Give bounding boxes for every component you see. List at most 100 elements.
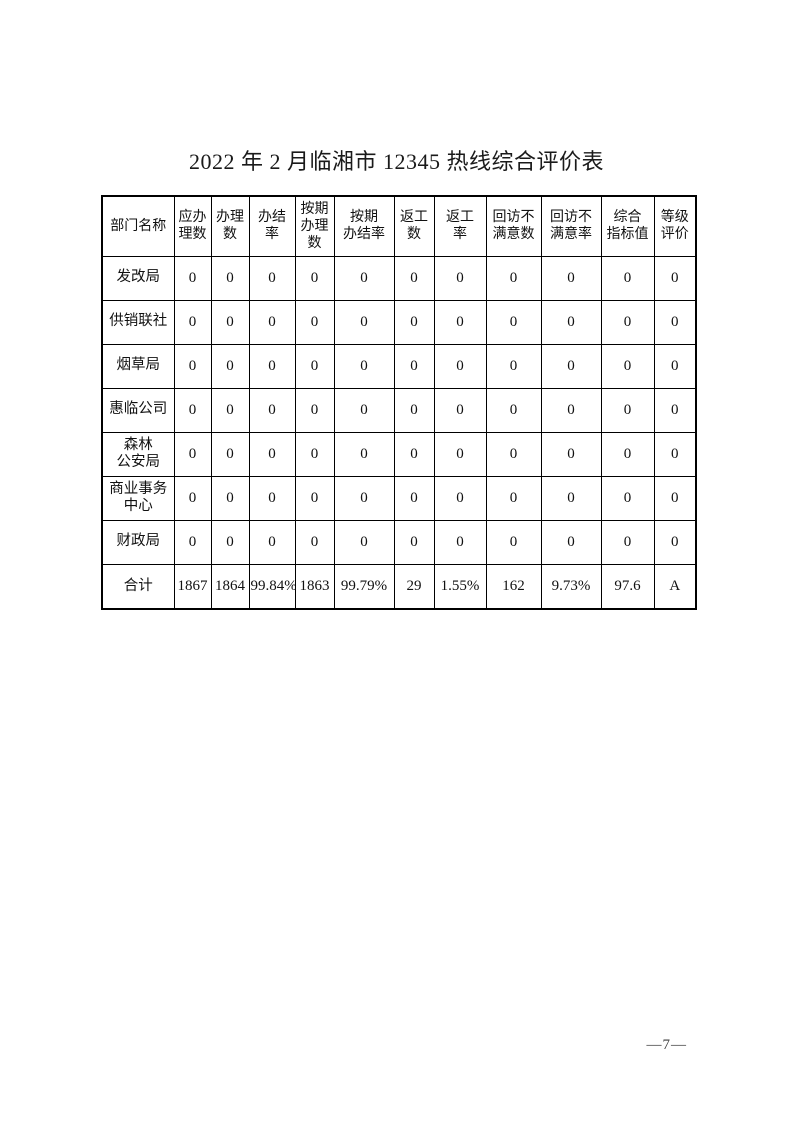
cell-callback-dissatisfied-count: 0 — [485, 343, 542, 389]
cell-composite-index-value: 0 — [600, 431, 655, 477]
cell-completion-rate: 0 — [248, 431, 296, 477]
cell-composite-index-value: 97.6 — [600, 563, 655, 610]
cell-completion-rate: 0 — [248, 475, 296, 521]
cell-composite-index-value: 0 — [600, 387, 655, 433]
column-header-rework-rate: 返工 率 — [433, 195, 487, 257]
cell-completion-rate: 0 — [248, 343, 296, 389]
cell-callback-dissatisfied-rate: 0 — [540, 519, 602, 565]
row-department-name: 烟草局 — [101, 343, 175, 389]
cell-due-count: 0 — [173, 299, 212, 345]
cell-callback-dissatisfied-count: 0 — [485, 519, 542, 565]
cell-on-time-handled-count: 1863 — [294, 563, 335, 610]
cell-on-time-completion-rate: 0 — [333, 475, 395, 521]
cell-on-time-completion-rate: 0 — [333, 431, 395, 477]
cell-rework-count: 0 — [393, 519, 435, 565]
column-header-callback-dissatisfied-count: 回访不 满意数 — [485, 195, 542, 257]
cell-callback-dissatisfied-rate: 0 — [540, 255, 602, 301]
row-department-name: 惠临公司 — [101, 387, 175, 433]
cell-on-time-handled-count: 0 — [294, 475, 335, 521]
evaluation-table: 部门名称 应办 理数 办理 数办结 率按期 办理 数按期 办结率 返工 数返工 率回访… — [101, 195, 697, 610]
cell-on-time-completion-rate: 0 — [333, 343, 395, 389]
cell-on-time-completion-rate: 0 — [333, 299, 395, 345]
row-department-name: 合计 — [101, 563, 175, 610]
cell-on-time-handled-count: 0 — [294, 387, 335, 433]
cell-on-time-handled-count: 0 — [294, 519, 335, 565]
cell-completion-rate: 0 — [248, 299, 296, 345]
cell-on-time-completion-rate: 0 — [333, 255, 395, 301]
cell-handled-count: 0 — [210, 519, 250, 565]
cell-callback-dissatisfied-rate: 0 — [540, 343, 602, 389]
table-row: 财政局 0 0 0 0 0 0 0 0 0 0 0 — [101, 519, 697, 565]
cell-grade-evaluation: 0 — [653, 519, 697, 565]
cell-rework-count: 0 — [393, 387, 435, 433]
table-row: 商业事务 中心 0 0 0 0 0 0 0 0 0 0 0 — [101, 475, 697, 521]
cell-on-time-completion-rate: 0 — [333, 387, 395, 433]
row-department-name: 森林 公安局 — [101, 431, 175, 477]
table-header-row: 部门名称 应办 理数 办理 数办结 率按期 办理 数按期 办结率 返工 数返工 率回访… — [101, 195, 697, 257]
cell-on-time-handled-count: 0 — [294, 255, 335, 301]
cell-on-time-completion-rate: 0 — [333, 519, 395, 565]
column-header-handled-count: 办理 数 — [210, 195, 250, 257]
cell-due-count: 0 — [173, 255, 212, 301]
column-header-due-count: 应办 理数 — [173, 195, 212, 257]
cell-due-count: 0 — [173, 431, 212, 477]
table-row: 烟草局 0 0 0 0 0 0 0 0 0 0 0 — [101, 343, 697, 389]
cell-rework-rate: 0 — [433, 387, 487, 433]
cell-handled-count: 0 — [210, 255, 250, 301]
cell-grade-evaluation: 0 — [653, 255, 697, 301]
cell-rework-count: 29 — [393, 563, 435, 610]
row-department-name: 财政局 — [101, 519, 175, 565]
cell-composite-index-value: 0 — [600, 519, 655, 565]
cell-callback-dissatisfied-rate: 0 — [540, 475, 602, 521]
cell-completion-rate: 99.84% — [248, 563, 296, 610]
cell-callback-dissatisfied-rate: 0 — [540, 299, 602, 345]
cell-rework-rate: 0 — [433, 519, 487, 565]
row-department-name: 发改局 — [101, 255, 175, 301]
table-body: 发改局 0 0 0 0 0 0 0 0 0 0 0 供销联社 0 0 0 0 0 0 0 0 0 0 0 烟草局 0 0 0 0 0 0 0 0… — [101, 255, 697, 610]
cell-callback-dissatisfied-count: 0 — [485, 387, 542, 433]
cell-on-time-completion-rate: 99.79% — [333, 563, 395, 610]
cell-callback-dissatisfied-rate: 0 — [540, 387, 602, 433]
cell-handled-count: 0 — [210, 343, 250, 389]
column-header-department-name: 部门名称 — [101, 195, 175, 257]
cell-grade-evaluation: 0 — [653, 475, 697, 521]
cell-rework-count: 0 — [393, 475, 435, 521]
cell-rework-rate: 0 — [433, 255, 487, 301]
cell-callback-dissatisfied-count: 0 — [485, 299, 542, 345]
cell-handled-count: 0 — [210, 299, 250, 345]
column-header-on-time-handled-count: 按期 办理 数 — [294, 195, 335, 257]
cell-callback-dissatisfied-rate: 9.73% — [540, 563, 602, 610]
cell-handled-count: 0 — [210, 431, 250, 477]
cell-due-count: 0 — [173, 519, 212, 565]
cell-rework-count: 0 — [393, 431, 435, 477]
cell-composite-index-value: 0 — [600, 343, 655, 389]
column-header-completion-rate: 办结 率 — [248, 195, 296, 257]
cell-composite-index-value: 0 — [600, 475, 655, 521]
cell-callback-dissatisfied-count: 0 — [485, 475, 542, 521]
cell-callback-dissatisfied-rate: 0 — [540, 431, 602, 477]
cell-grade-evaluation: 0 — [653, 387, 697, 433]
cell-composite-index-value: 0 — [600, 299, 655, 345]
column-header-composite-index-value: 综合 指标值 — [600, 195, 655, 257]
cell-composite-index-value: 0 — [600, 255, 655, 301]
cell-rework-count: 0 — [393, 255, 435, 301]
cell-grade-evaluation: 0 — [653, 299, 697, 345]
cell-grade-evaluation: 0 — [653, 431, 697, 477]
cell-on-time-handled-count: 0 — [294, 431, 335, 477]
row-department-name: 供销联社 — [101, 299, 175, 345]
cell-rework-rate: 0 — [433, 343, 487, 389]
row-department-name: 商业事务 中心 — [101, 475, 175, 521]
cell-handled-count: 0 — [210, 475, 250, 521]
cell-completion-rate: 0 — [248, 387, 296, 433]
cell-due-count: 0 — [173, 475, 212, 521]
cell-rework-count: 0 — [393, 299, 435, 345]
cell-due-count: 0 — [173, 387, 212, 433]
cell-handled-count: 1864 — [210, 563, 250, 610]
cell-rework-rate: 0 — [433, 475, 487, 521]
table-row: 供销联社 0 0 0 0 0 0 0 0 0 0 0 — [101, 299, 697, 345]
page-number: —7— — [646, 1037, 687, 1053]
cell-callback-dissatisfied-count: 0 — [485, 431, 542, 477]
table-row: 惠临公司 0 0 0 0 0 0 0 0 0 0 0 — [101, 387, 697, 433]
cell-callback-dissatisfied-count: 162 — [485, 563, 542, 610]
